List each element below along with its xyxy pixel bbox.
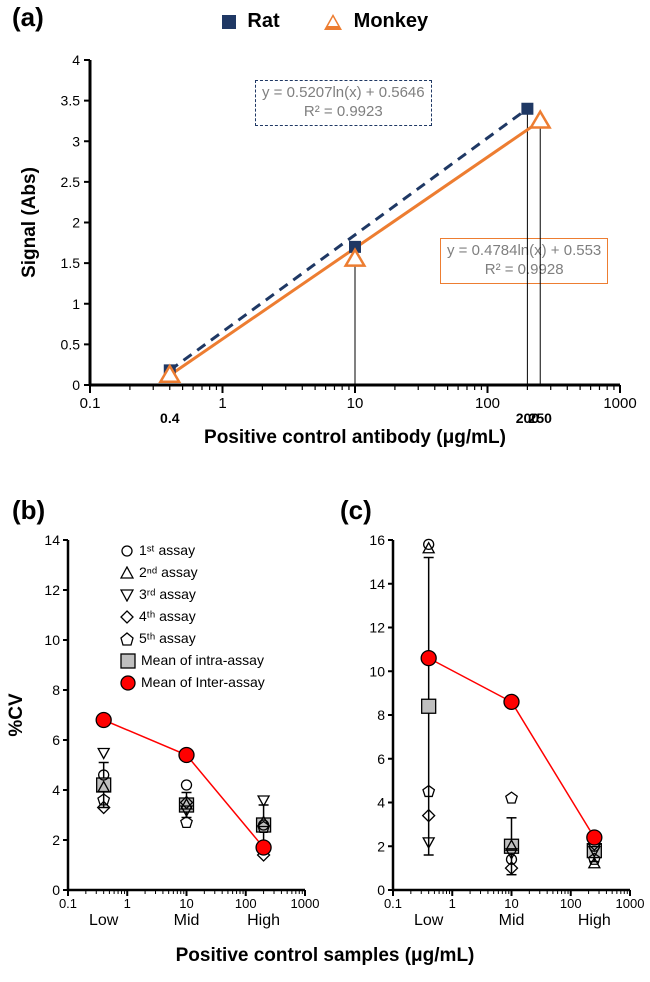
svg-text:Positive control antibody (μg/: Positive control antibody (μg/mL) [204,427,506,448]
svg-text:3: 3 [72,133,80,149]
svg-text:%CV: %CV [6,693,27,737]
svg-text:1: 1 [449,896,456,911]
svg-text:4: 4 [377,795,385,811]
svg-text:10: 10 [347,395,364,412]
legend-rat-label: Rat [247,10,279,32]
svg-text:1000: 1000 [603,395,636,412]
svg-text:Low: Low [89,912,119,929]
svg-text:1: 1 [72,296,80,312]
svg-text:1: 1 [218,395,226,412]
svg-text:14: 14 [44,532,60,548]
svg-text:Low: Low [414,912,444,929]
svg-text:Mid: Mid [499,912,525,929]
svg-text:0.4: 0.4 [160,410,180,426]
svg-text:Mid: Mid [174,912,200,929]
svg-text:2: 2 [52,832,60,848]
svg-text:100: 100 [235,896,257,911]
svg-text:2.5: 2.5 [61,174,81,190]
svg-text:2: 2 [377,838,385,854]
monkey-marker-icon [324,14,342,30]
svg-text:250: 250 [529,410,553,426]
svg-text:10: 10 [504,896,518,911]
svg-text:3.5: 3.5 [61,93,81,109]
svg-text:12: 12 [44,582,60,598]
rat-marker-icon [222,15,236,29]
svg-text:0.1: 0.1 [59,896,77,911]
svg-text:4: 4 [52,782,60,798]
panel-c-chart: 02468101214160.11101001000LowMidHigh [325,510,650,950]
svg-text:Signal (Abs): Signal (Abs) [19,167,40,278]
svg-text:1000: 1000 [616,896,645,911]
panel-a-legend: Rat Monkey [0,10,650,33]
panel-a-chart: 00.511.522.533.540.111010010000.4200250P… [0,40,650,460]
svg-text:8: 8 [377,707,385,723]
svg-text:10: 10 [44,632,60,648]
svg-text:6: 6 [377,751,385,767]
svg-text:4: 4 [72,52,80,68]
svg-text:10: 10 [179,896,193,911]
svg-text:1: 1 [124,896,131,911]
panel-b-chart: 024681012140.11101001000LowMidHigh%CV [0,510,325,950]
svg-text:100: 100 [475,395,500,412]
svg-text:0.5: 0.5 [61,336,81,352]
svg-text:8: 8 [52,682,60,698]
svg-text:2: 2 [72,215,80,231]
svg-text:0: 0 [72,377,80,393]
svg-text:0.1: 0.1 [80,395,101,412]
panel-bc-xlabel: Positive control samples (μg/mL) [0,945,650,967]
svg-text:High: High [247,912,280,929]
svg-text:High: High [578,912,611,929]
svg-text:12: 12 [369,620,385,636]
svg-text:14: 14 [369,576,385,592]
svg-text:0.1: 0.1 [384,896,402,911]
svg-text:10: 10 [369,663,385,679]
svg-text:1.5: 1.5 [61,255,81,271]
legend-monkey-label: Monkey [354,10,428,32]
svg-text:100: 100 [560,896,582,911]
svg-text:6: 6 [52,732,60,748]
svg-text:16: 16 [369,532,385,548]
svg-text:1000: 1000 [291,896,320,911]
